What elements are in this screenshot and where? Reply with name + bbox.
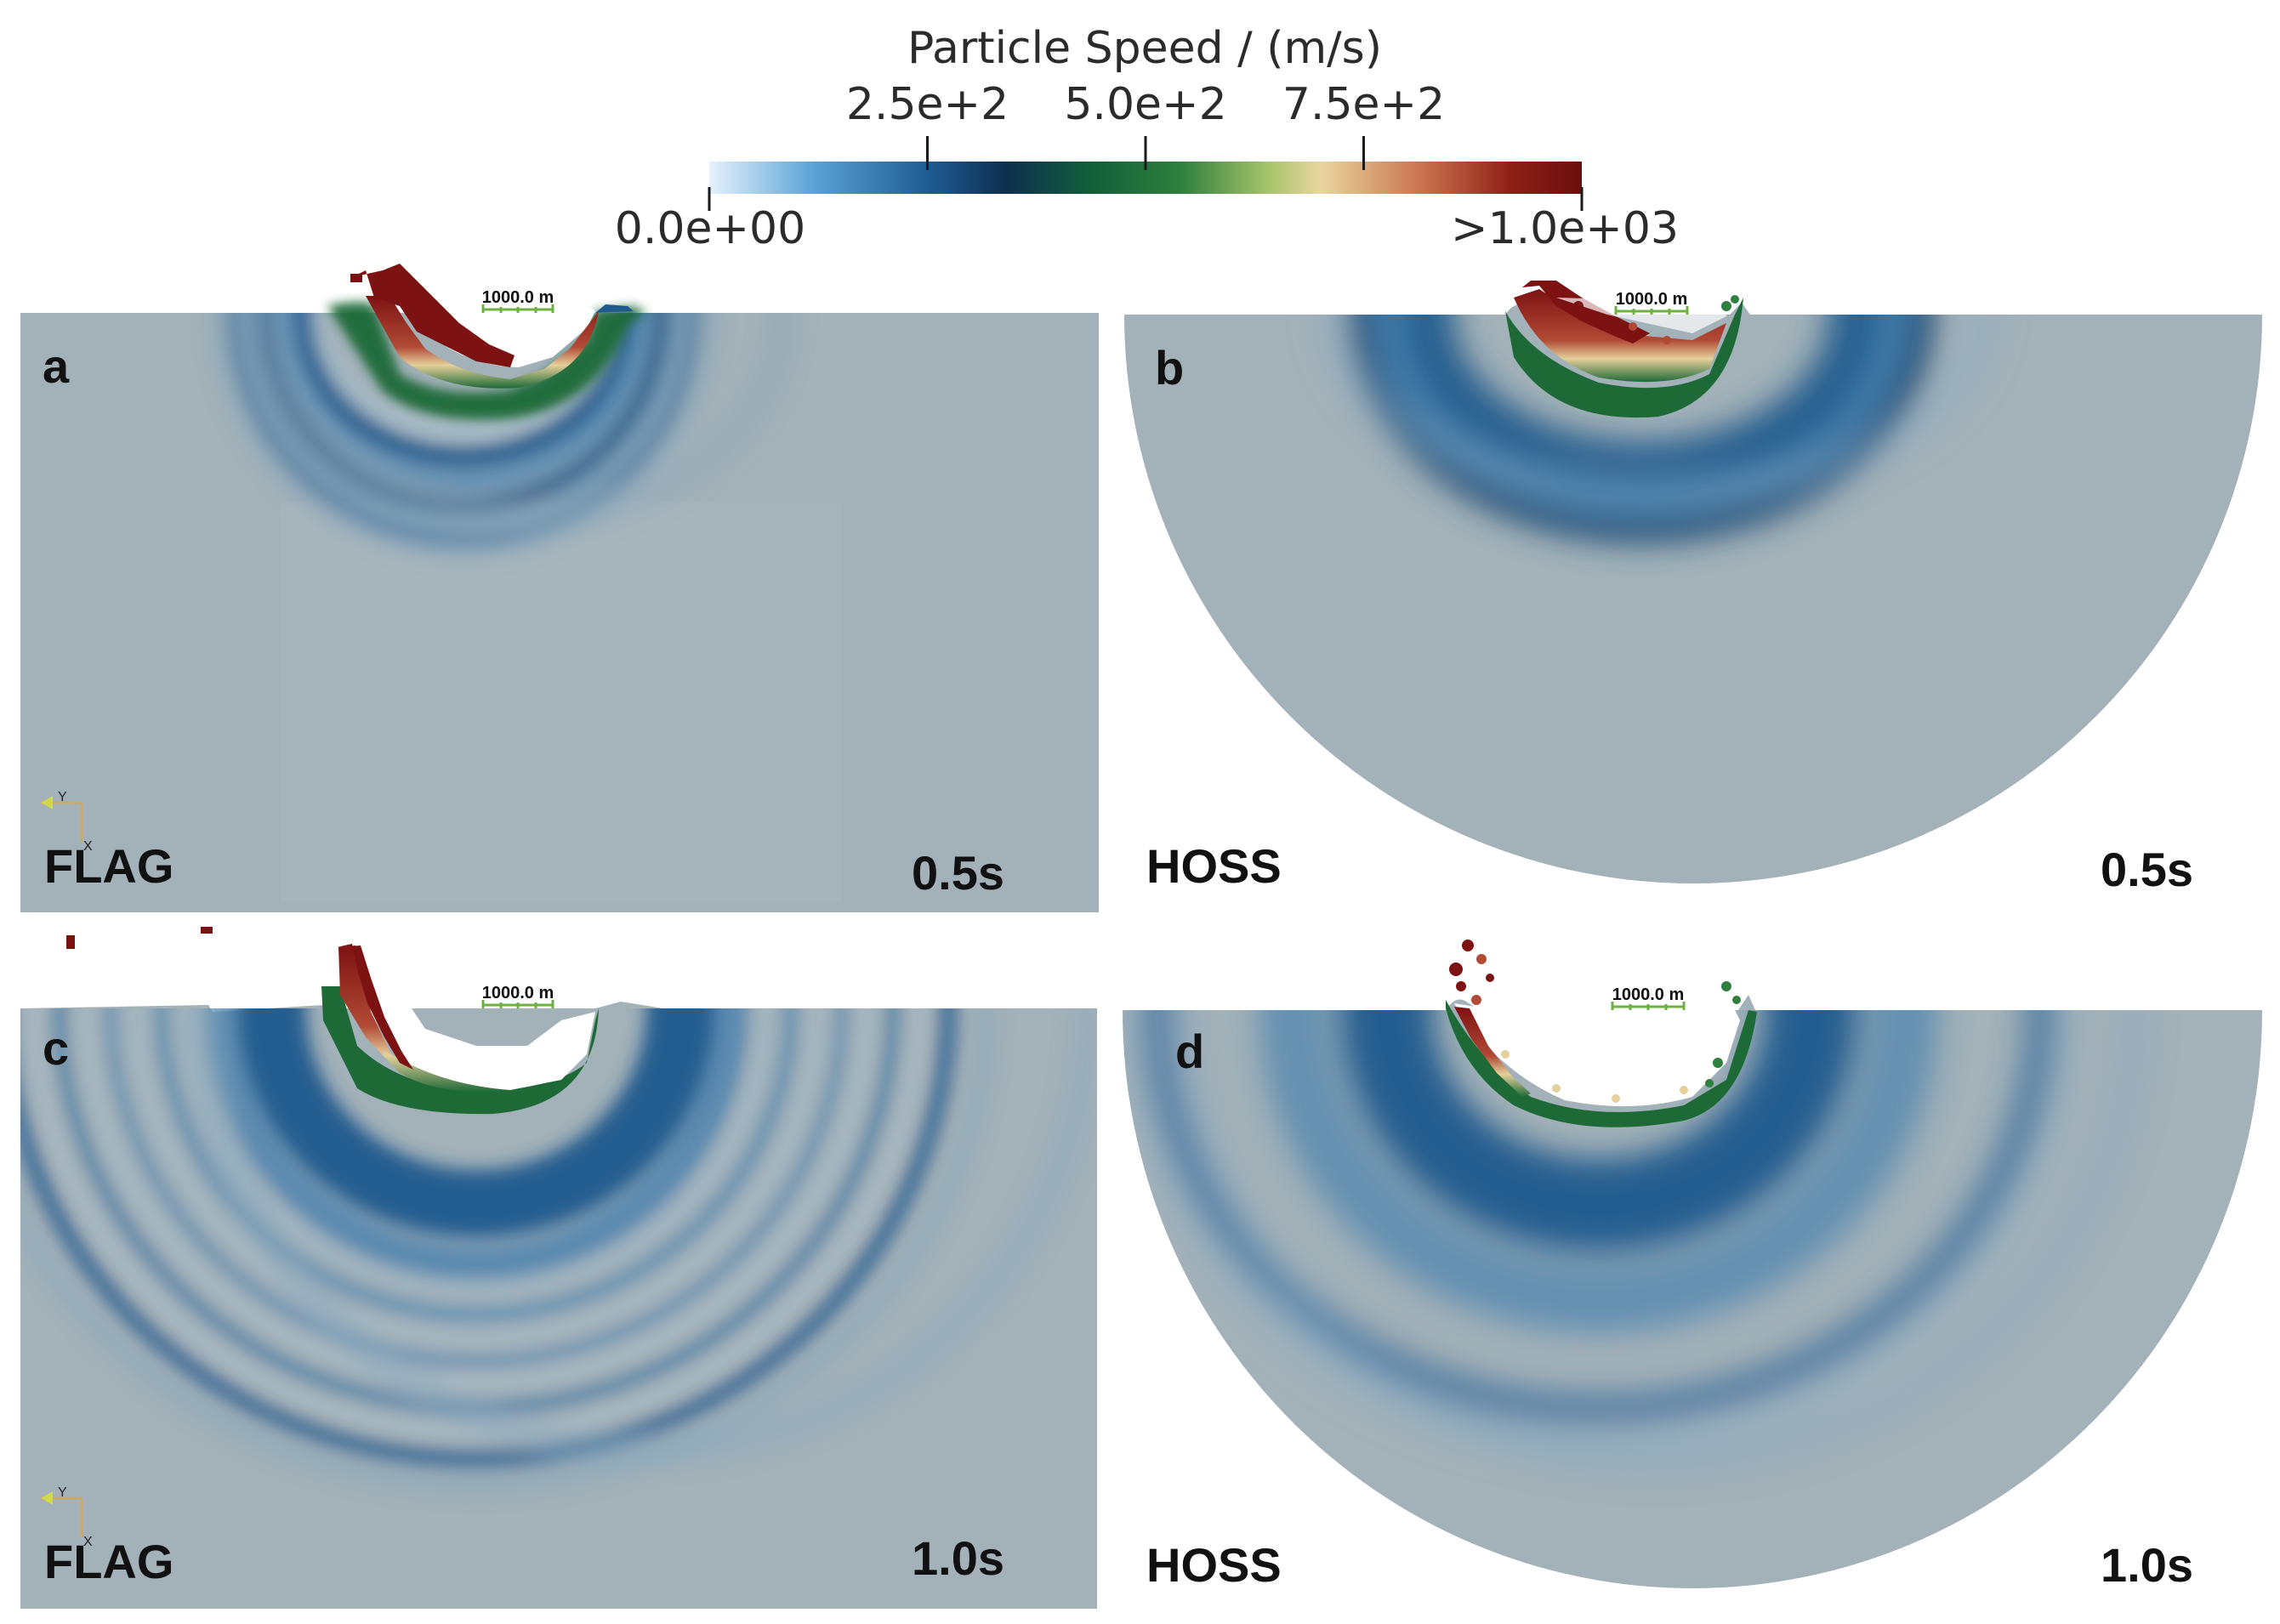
panel-c-wavefield: [20, 1008, 1097, 1495]
panel-a-wavefield: [209, 313, 842, 901]
colorbar-tick-label: 2.5e+2: [846, 79, 1009, 130]
panel-b-time: 0.5s: [2101, 843, 2193, 896]
panel-b-crater: [1556, 298, 1726, 333]
panel-b-wavefield: [1318, 315, 1999, 542]
panel-c-method: FLAG: [44, 1535, 173, 1588]
colorbar-tick-label: 7.5e+2: [1282, 79, 1445, 130]
panel-d-time: 1.0s: [2101, 1538, 2193, 1592]
scalebar-b: 1000.0 m: [1614, 290, 1689, 315]
panel-d-method: HOSS: [1146, 1538, 1282, 1592]
colorbar-max-label: >1.0e+03: [1451, 203, 1679, 254]
colorbar: Particle Speed / (m/s) 2.5e+2 5.0e+2 7.5e+…: [615, 23, 1679, 254]
panel-c: [20, 927, 1097, 1609]
panel-a-letter: a: [43, 339, 70, 393]
colorbar-ticks: 2.5e+2 5.0e+2 7.5e+2: [708, 79, 1583, 211]
panel-b-method: HOSS: [1146, 839, 1282, 893]
panel-a-method: FLAG: [44, 839, 173, 893]
scalebar-c-label: 1000.0 m: [482, 984, 554, 1002]
panel-a-ejecta: [352, 264, 515, 367]
colorbar-title: Particle Speed / (m/s): [907, 23, 1382, 74]
svg-text:X: X: [83, 839, 93, 854]
panel-a-time: 0.5s: [912, 846, 1004, 900]
scalebar-d-label: 1000.0 m: [1612, 985, 1685, 1004]
svg-text:X: X: [83, 1535, 93, 1549]
panel-b-letter: b: [1155, 341, 1184, 395]
panel-c-front: [321, 986, 599, 1115]
scalebar-a-label: 1000.0 m: [482, 288, 554, 307]
colorbar-tick-label: 5.0e+2: [1064, 79, 1226, 130]
axis-triad-c: Y X: [41, 1485, 93, 1549]
panel-d-letter: d: [1175, 1025, 1204, 1078]
panel-a-front: [366, 296, 599, 389]
panel-d-crater: [1454, 1003, 1740, 1107]
panel-d: [1123, 940, 2262, 1588]
axis-triad-a: Y X: [41, 790, 93, 854]
panel-b-front: [1505, 298, 1743, 418]
svg-text:Y: Y: [58, 790, 67, 804]
panel-d-wavefield: [1123, 1010, 2147, 1474]
scalebar-a: 1000.0 m: [481, 288, 554, 313]
colorbar-min-label: 0.0e+00: [615, 203, 805, 254]
panel-b: [1124, 281, 2262, 883]
svg-text:Y: Y: [58, 1485, 67, 1500]
panel-c-time: 1.0s: [912, 1531, 1004, 1585]
scalebar-d: 1000.0 m: [1611, 985, 1686, 1010]
scalebar-c: 1000.0 m: [481, 984, 554, 1008]
scalebar-b-label: 1000.0 m: [1616, 290, 1688, 309]
panel-a: [20, 264, 1099, 912]
panel-c-letter: c: [43, 1021, 69, 1075]
